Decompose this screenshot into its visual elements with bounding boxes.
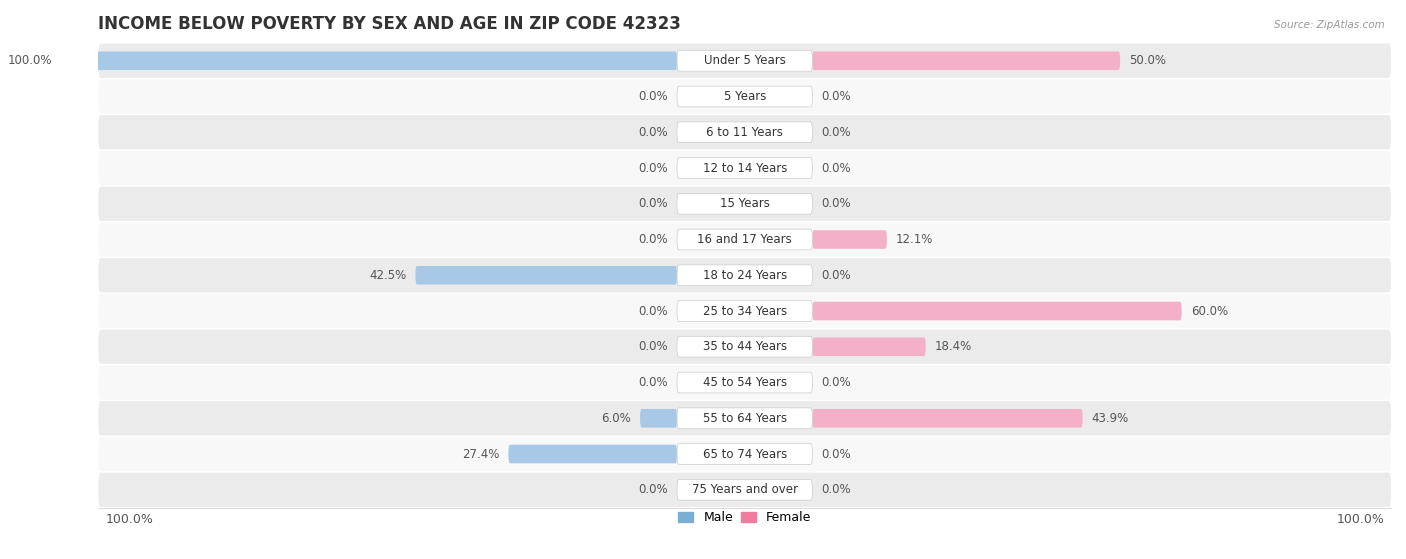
Text: 35 to 44 Years: 35 to 44 Years bbox=[703, 340, 787, 353]
Text: 60.0%: 60.0% bbox=[1191, 305, 1227, 318]
FancyBboxPatch shape bbox=[678, 444, 813, 465]
Text: 12.1%: 12.1% bbox=[896, 233, 934, 246]
FancyBboxPatch shape bbox=[813, 230, 887, 249]
FancyBboxPatch shape bbox=[678, 265, 813, 286]
FancyBboxPatch shape bbox=[98, 330, 1391, 364]
FancyBboxPatch shape bbox=[98, 44, 1391, 78]
FancyBboxPatch shape bbox=[678, 229, 813, 250]
FancyBboxPatch shape bbox=[98, 187, 1391, 221]
Text: 0.0%: 0.0% bbox=[638, 162, 668, 174]
FancyBboxPatch shape bbox=[678, 193, 813, 214]
Legend: Male, Female: Male, Female bbox=[673, 506, 815, 529]
Text: 18.4%: 18.4% bbox=[935, 340, 972, 353]
FancyBboxPatch shape bbox=[98, 79, 1391, 113]
Text: 16 and 17 Years: 16 and 17 Years bbox=[697, 233, 792, 246]
Text: 55 to 64 Years: 55 to 64 Years bbox=[703, 412, 787, 425]
Text: 0.0%: 0.0% bbox=[821, 197, 851, 210]
FancyBboxPatch shape bbox=[98, 151, 1391, 185]
Text: 0.0%: 0.0% bbox=[821, 448, 851, 461]
FancyBboxPatch shape bbox=[678, 122, 813, 143]
FancyBboxPatch shape bbox=[678, 337, 813, 357]
FancyBboxPatch shape bbox=[98, 401, 1391, 435]
Text: 50.0%: 50.0% bbox=[1129, 54, 1167, 67]
Text: 12 to 14 Years: 12 to 14 Years bbox=[703, 162, 787, 174]
Text: 18 to 24 Years: 18 to 24 Years bbox=[703, 269, 787, 282]
Text: 42.5%: 42.5% bbox=[368, 269, 406, 282]
FancyBboxPatch shape bbox=[678, 50, 813, 71]
FancyBboxPatch shape bbox=[98, 222, 1391, 257]
Text: 0.0%: 0.0% bbox=[638, 305, 668, 318]
Text: Source: ZipAtlas.com: Source: ZipAtlas.com bbox=[1274, 20, 1385, 30]
FancyBboxPatch shape bbox=[678, 301, 813, 321]
Text: 0.0%: 0.0% bbox=[638, 197, 668, 210]
FancyBboxPatch shape bbox=[415, 266, 678, 285]
Text: 0.0%: 0.0% bbox=[821, 376, 851, 389]
FancyBboxPatch shape bbox=[640, 409, 678, 428]
FancyBboxPatch shape bbox=[678, 408, 813, 429]
FancyBboxPatch shape bbox=[678, 158, 813, 178]
Text: 0.0%: 0.0% bbox=[821, 90, 851, 103]
FancyBboxPatch shape bbox=[678, 86, 813, 107]
FancyBboxPatch shape bbox=[98, 115, 1391, 149]
Text: 75 Years and over: 75 Years and over bbox=[692, 484, 797, 496]
Text: 43.9%: 43.9% bbox=[1092, 412, 1129, 425]
FancyBboxPatch shape bbox=[813, 51, 1121, 70]
Text: 65 to 74 Years: 65 to 74 Years bbox=[703, 448, 787, 461]
Text: 0.0%: 0.0% bbox=[638, 126, 668, 139]
FancyBboxPatch shape bbox=[678, 480, 813, 500]
FancyBboxPatch shape bbox=[509, 445, 678, 463]
FancyBboxPatch shape bbox=[813, 409, 1083, 428]
FancyBboxPatch shape bbox=[98, 294, 1391, 328]
Text: 0.0%: 0.0% bbox=[821, 126, 851, 139]
FancyBboxPatch shape bbox=[98, 437, 1391, 471]
Text: 0.0%: 0.0% bbox=[638, 340, 668, 353]
FancyBboxPatch shape bbox=[62, 51, 678, 70]
Text: 27.4%: 27.4% bbox=[461, 448, 499, 461]
Text: 45 to 54 Years: 45 to 54 Years bbox=[703, 376, 787, 389]
FancyBboxPatch shape bbox=[813, 338, 925, 356]
Text: 6.0%: 6.0% bbox=[602, 412, 631, 425]
Text: 6 to 11 Years: 6 to 11 Years bbox=[706, 126, 783, 139]
FancyBboxPatch shape bbox=[98, 366, 1391, 400]
FancyBboxPatch shape bbox=[98, 472, 1391, 507]
Text: 0.0%: 0.0% bbox=[638, 376, 668, 389]
Text: 0.0%: 0.0% bbox=[638, 233, 668, 246]
Text: 25 to 34 Years: 25 to 34 Years bbox=[703, 305, 787, 318]
FancyBboxPatch shape bbox=[813, 302, 1181, 320]
Text: 0.0%: 0.0% bbox=[821, 269, 851, 282]
FancyBboxPatch shape bbox=[678, 372, 813, 393]
Text: 0.0%: 0.0% bbox=[821, 484, 851, 496]
Text: 0.0%: 0.0% bbox=[638, 90, 668, 103]
Text: 0.0%: 0.0% bbox=[638, 484, 668, 496]
Text: 0.0%: 0.0% bbox=[821, 162, 851, 174]
Text: 5 Years: 5 Years bbox=[724, 90, 766, 103]
Text: 100.0%: 100.0% bbox=[8, 54, 52, 67]
FancyBboxPatch shape bbox=[98, 258, 1391, 292]
Text: Under 5 Years: Under 5 Years bbox=[704, 54, 786, 67]
Text: INCOME BELOW POVERTY BY SEX AND AGE IN ZIP CODE 42323: INCOME BELOW POVERTY BY SEX AND AGE IN Z… bbox=[98, 15, 682, 33]
Text: 15 Years: 15 Years bbox=[720, 197, 769, 210]
